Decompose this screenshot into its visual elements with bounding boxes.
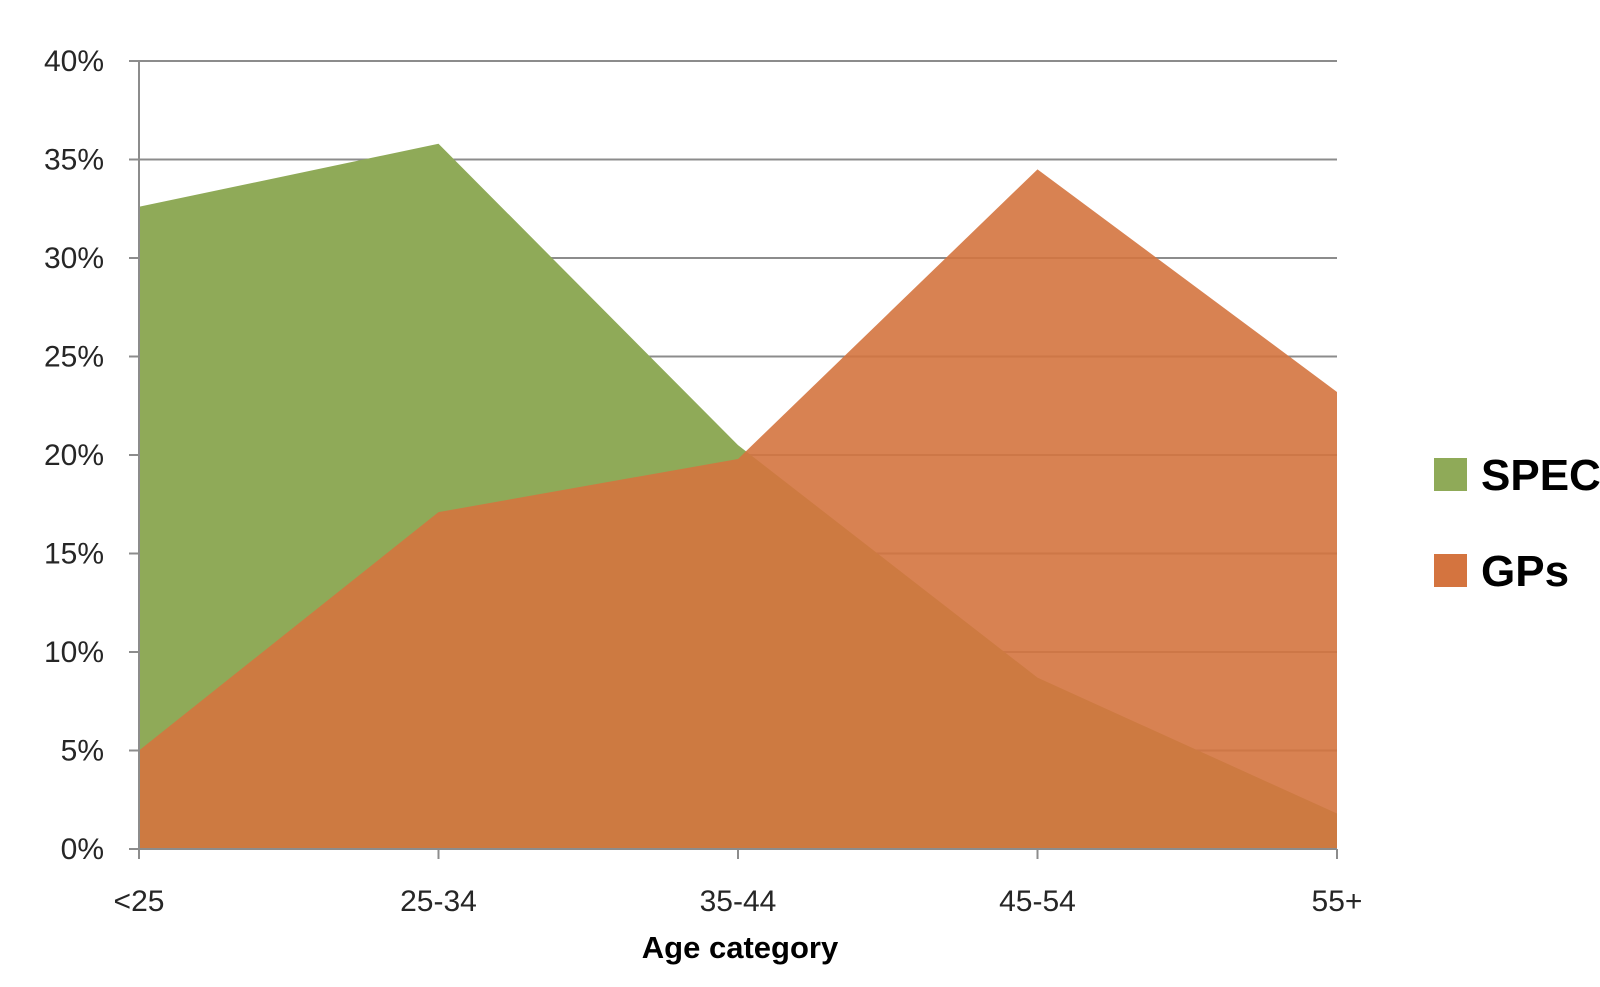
y-tick-label: 20% (44, 439, 104, 472)
y-tick-label: 25% (44, 341, 104, 374)
x-tick-labels: <25 25-34 35-44 45-54 55+ (114, 885, 1363, 918)
x-tick-label: <25 (114, 885, 165, 918)
y-tick-label: 15% (44, 538, 104, 571)
x-tick-label: 55+ (1312, 885, 1363, 918)
y-tick-labels: 0% 5% 10% 15% 20% 25% 30% 35% 40% (44, 45, 104, 866)
y-tick-label: 10% (44, 636, 104, 669)
legend-label-gps: GPs (1481, 547, 1569, 596)
series-areas (139, 144, 1337, 849)
y-tick-label: 40% (44, 45, 104, 78)
legend-swatch-spec (1434, 458, 1467, 491)
legend: SPEC GPs (1434, 451, 1600, 596)
y-tick-label: 0% (61, 833, 104, 866)
legend-swatch-gps (1434, 554, 1467, 587)
x-tick-label: 45-54 (999, 885, 1076, 918)
x-axis-title: Age category (642, 930, 839, 965)
x-tick-label: 25-34 (400, 885, 477, 918)
y-tick-label: 30% (44, 242, 104, 275)
legend-label-spec: SPEC (1481, 451, 1600, 500)
y-tick-label: 5% (61, 735, 104, 768)
x-tick-label: 35-44 (700, 885, 777, 918)
y-tick-label: 35% (44, 144, 104, 177)
